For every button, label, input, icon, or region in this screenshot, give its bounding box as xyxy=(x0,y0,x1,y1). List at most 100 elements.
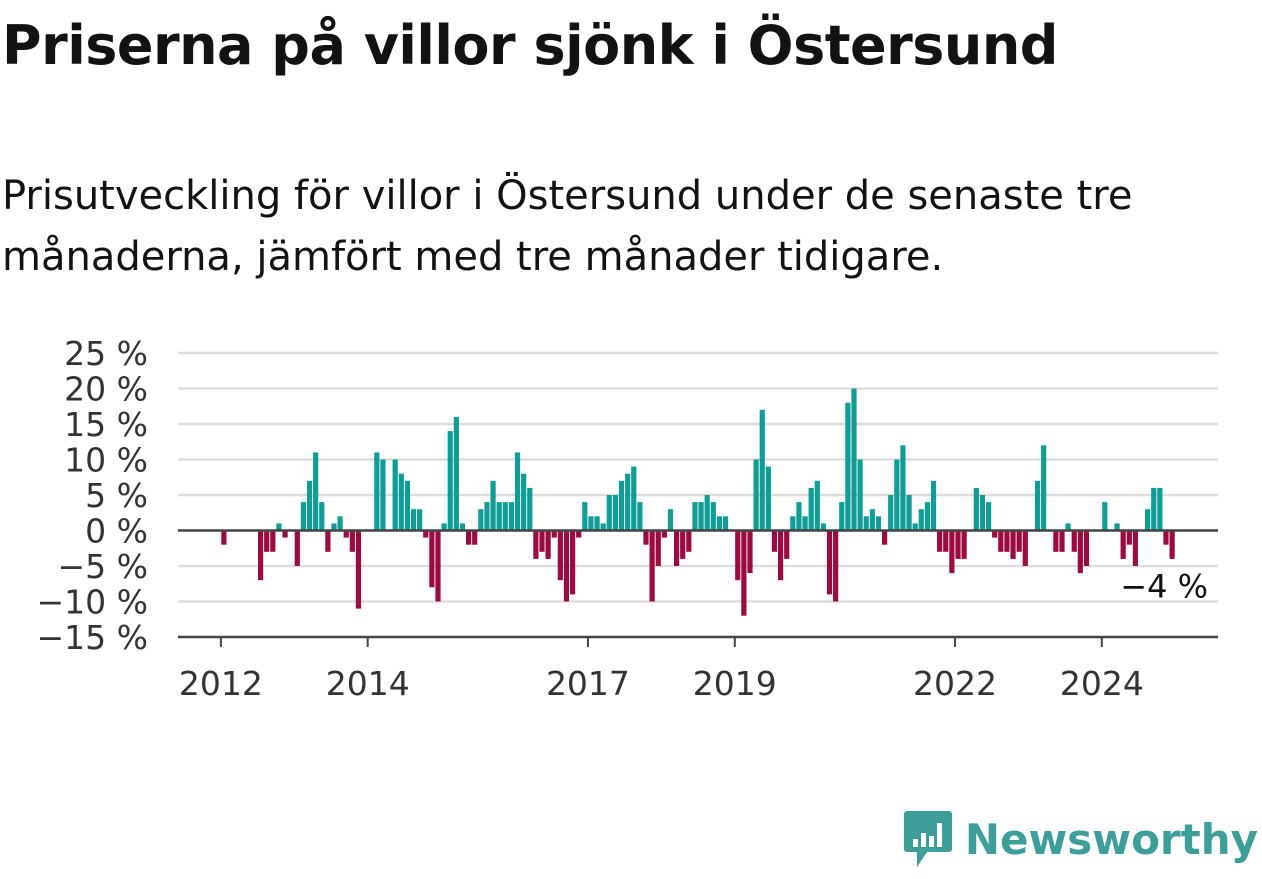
bar xyxy=(582,502,588,531)
bar xyxy=(264,530,270,552)
bar xyxy=(631,466,637,531)
bar xyxy=(300,502,307,531)
x-tick-label: 2012 xyxy=(179,664,263,700)
bar xyxy=(1114,523,1120,531)
bar xyxy=(533,530,539,559)
x-tick-label: 2014 xyxy=(326,664,410,700)
bar xyxy=(404,480,411,531)
bar xyxy=(1022,530,1028,566)
y-tick-label: 20 % xyxy=(64,370,148,409)
bar xyxy=(221,530,227,545)
bar xyxy=(306,480,313,531)
bar xyxy=(857,459,863,531)
bar xyxy=(606,495,612,531)
bar xyxy=(257,530,264,581)
bar xyxy=(722,516,729,531)
newsworthy-logo-icon xyxy=(903,811,952,867)
bar xyxy=(955,530,961,559)
bar xyxy=(912,523,918,531)
bar xyxy=(521,473,527,531)
bar xyxy=(833,530,839,602)
gridlines xyxy=(178,351,1218,603)
bar xyxy=(747,530,753,574)
bar xyxy=(661,530,667,538)
bar xyxy=(325,530,331,552)
x-axis-ticks: 2012 2014 2017 2019 2022 2024 xyxy=(179,637,1144,700)
y-tick-label: 5 % xyxy=(85,476,148,515)
bar xyxy=(869,509,875,531)
bar xyxy=(1016,530,1022,552)
bar xyxy=(502,502,508,531)
bar xyxy=(716,516,723,531)
bar xyxy=(527,487,533,531)
bar xyxy=(826,530,833,595)
bar xyxy=(985,502,992,531)
bar xyxy=(478,509,484,531)
bar xyxy=(612,495,619,531)
bar xyxy=(472,530,478,545)
bar xyxy=(282,530,288,538)
y-tick-label: 25 % xyxy=(64,334,148,373)
bar xyxy=(643,530,649,545)
bar xyxy=(1163,530,1169,545)
bar xyxy=(563,530,570,602)
bar xyxy=(1065,523,1071,531)
bar xyxy=(514,452,521,531)
bar xyxy=(270,530,276,552)
bar xyxy=(355,530,362,609)
bar xyxy=(539,530,545,552)
bar xyxy=(1102,502,1108,531)
bar xyxy=(998,530,1004,552)
bar xyxy=(484,502,490,531)
bar xyxy=(961,530,967,559)
bar xyxy=(1041,445,1047,531)
bar xyxy=(429,530,435,588)
x-tick-label: 2017 xyxy=(546,664,630,700)
bar xyxy=(992,530,998,538)
bar xyxy=(447,431,453,531)
bar xyxy=(1126,530,1132,545)
bar xyxy=(398,473,404,531)
y-tick-label: −15 % xyxy=(37,618,149,657)
bar xyxy=(441,523,447,531)
bar xyxy=(759,409,765,531)
y-tick-label: −5 % xyxy=(58,547,149,586)
bar xyxy=(557,530,563,581)
bar xyxy=(851,388,857,531)
bar xyxy=(930,480,937,531)
bar xyxy=(888,495,894,531)
bar xyxy=(704,495,710,531)
bar xyxy=(349,530,355,552)
y-tick-label: 0 % xyxy=(85,512,148,551)
bar xyxy=(863,516,869,531)
bar xyxy=(313,452,319,531)
bar xyxy=(435,530,441,602)
bar xyxy=(392,459,398,531)
bar xyxy=(918,509,924,531)
bar xyxy=(875,516,882,531)
bars xyxy=(221,388,1175,616)
y-axis-ticks: 25 %20 %15 %10 %5 %0 %−5 %−10 %−15 % xyxy=(37,334,149,657)
bar xyxy=(1059,530,1065,552)
data-label: −4 % xyxy=(1120,567,1208,605)
bar xyxy=(1151,487,1157,531)
bar xyxy=(753,459,759,531)
bar xyxy=(618,480,625,531)
bar xyxy=(1034,480,1041,531)
bar xyxy=(655,530,661,566)
chart-subtitle: Prisutveckling för villor i Östersund un… xyxy=(2,173,1133,280)
bar xyxy=(667,509,674,531)
bar xyxy=(496,502,502,531)
bar xyxy=(894,459,900,531)
brand-name: Newsworthy xyxy=(964,814,1258,864)
x-tick-label: 2019 xyxy=(693,664,777,700)
bar xyxy=(814,480,820,531)
bar xyxy=(319,502,325,531)
bar xyxy=(937,530,943,552)
bar xyxy=(1053,530,1059,552)
bar xyxy=(741,530,747,616)
bar xyxy=(845,402,851,531)
bar xyxy=(692,502,698,531)
bar xyxy=(576,530,582,538)
bar xyxy=(410,509,417,531)
